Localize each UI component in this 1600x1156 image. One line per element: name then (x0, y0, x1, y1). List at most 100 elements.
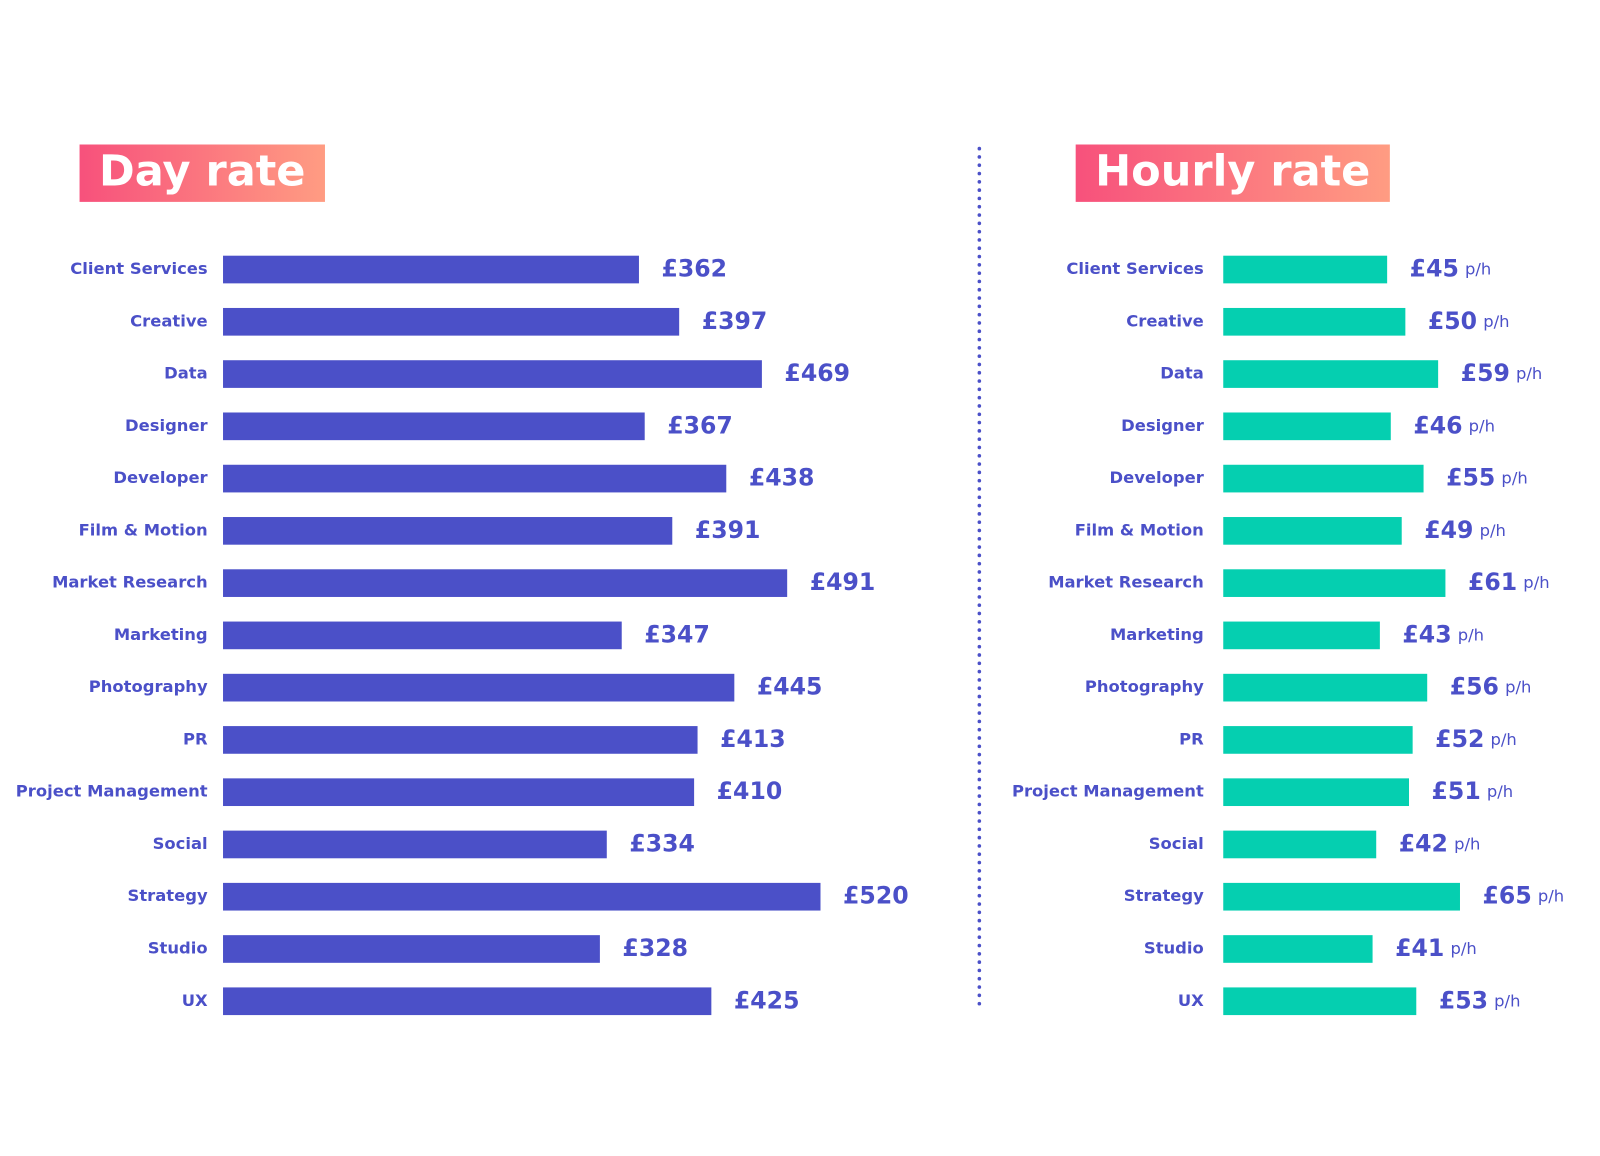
category-label: Social (153, 834, 208, 853)
bar (223, 517, 673, 545)
category-label: PR (183, 729, 208, 748)
category-label: UX (182, 991, 208, 1010)
category-label: Designer (1121, 416, 1205, 435)
value-text: £45 (1410, 254, 1459, 282)
title-box (79, 144, 325, 202)
value-suffix: p/h (1491, 729, 1517, 748)
bar (223, 882, 821, 911)
value-text: £413 (720, 724, 786, 752)
value-text: £50 (1428, 306, 1477, 334)
value-text: £410 (717, 777, 783, 805)
bar (223, 307, 680, 336)
value-label: £49 p/h (1424, 515, 1506, 543)
value-label: £469 (784, 359, 850, 387)
bar (1223, 464, 1424, 493)
bar (223, 360, 762, 388)
value-text: £347 (644, 620, 710, 648)
value-label: £45 p/h (1410, 254, 1492, 282)
category-label: Photography (1085, 677, 1204, 696)
bar (1223, 778, 1409, 807)
bar (223, 987, 712, 1016)
value-suffix: p/h (1480, 520, 1506, 539)
category-label: Data (164, 364, 208, 383)
bar (223, 255, 639, 284)
value-label: £52 p/h (1435, 724, 1517, 752)
bar (1223, 569, 1446, 597)
category-label: Data (1160, 364, 1204, 383)
value-label: £367 (667, 411, 733, 439)
bar (1223, 882, 1460, 911)
value-text: £425 (734, 986, 800, 1014)
bar (1223, 360, 1439, 388)
category-label: Strategy (1124, 886, 1204, 905)
bar (1223, 621, 1380, 650)
bar (223, 621, 622, 650)
value-label: £59 p/h (1461, 359, 1543, 387)
value-text: £42 (1399, 829, 1448, 857)
value-label: £328 (622, 933, 688, 961)
value-label: £56 p/h (1450, 672, 1532, 700)
value-text: £397 (702, 306, 768, 334)
value-text: £520 (843, 881, 909, 909)
category-label: Studio (148, 938, 208, 957)
bar (223, 726, 698, 754)
value-label: £438 (749, 463, 815, 491)
value-suffix: p/h (1538, 886, 1564, 905)
value-text: £469 (784, 359, 850, 387)
category-label: PR (1179, 729, 1204, 748)
bar (223, 778, 695, 807)
value-suffix: p/h (1469, 416, 1495, 435)
value-text: £49 (1424, 515, 1473, 543)
value-text: £391 (695, 515, 761, 543)
value-label: £397 (702, 306, 768, 334)
bar (1223, 307, 1406, 336)
bar (223, 935, 600, 963)
value-suffix: p/h (1450, 938, 1476, 957)
value-label: £53 p/h (1439, 986, 1521, 1014)
value-label: £50 p/h (1428, 306, 1510, 334)
bar (1223, 673, 1428, 702)
value-label: £61 p/h (1468, 568, 1550, 596)
value-text: £367 (667, 411, 733, 439)
value-text: £56 (1450, 672, 1499, 700)
value-label: £46 p/h (1413, 411, 1495, 439)
bar (1223, 726, 1413, 754)
bar (223, 412, 645, 441)
value-text: £51 (1432, 777, 1481, 805)
category-label: Market Research (1048, 573, 1204, 592)
value-text: £65 (1483, 881, 1532, 909)
bar (1223, 935, 1373, 963)
title-box (1075, 144, 1390, 202)
value-suffix: p/h (1454, 834, 1480, 853)
value-label: £43 p/h (1402, 620, 1484, 648)
category-label: Market Research (52, 573, 208, 592)
value-text: £438 (749, 463, 815, 491)
chart-title: Day rate (99, 147, 305, 197)
value-text: £59 (1461, 359, 1510, 387)
value-text: £445 (757, 672, 823, 700)
value-suffix: p/h (1523, 573, 1549, 592)
bar (223, 569, 788, 597)
category-label: Social (1149, 834, 1204, 853)
value-label: £445 (757, 672, 823, 700)
value-label: £55 p/h (1446, 463, 1528, 491)
bar (1223, 517, 1402, 545)
value-text: £491 (810, 568, 876, 596)
value-label: £410 (717, 777, 783, 805)
bar (1223, 412, 1391, 441)
value-text: £362 (662, 254, 728, 282)
category-label: Film & Motion (1075, 520, 1204, 539)
value-label: £413 (720, 724, 786, 752)
category-label: Client Services (1066, 259, 1203, 278)
value-label: £41 p/h (1395, 933, 1477, 961)
value-suffix: p/h (1483, 311, 1509, 330)
category-label: Developer (113, 468, 208, 487)
value-suffix: p/h (1487, 782, 1513, 801)
bar (223, 464, 727, 493)
value-text: £328 (622, 933, 688, 961)
value-text: £43 (1402, 620, 1451, 648)
value-text: £53 (1439, 986, 1488, 1014)
category-label: Film & Motion (79, 520, 208, 539)
value-label: £520 (843, 881, 909, 909)
